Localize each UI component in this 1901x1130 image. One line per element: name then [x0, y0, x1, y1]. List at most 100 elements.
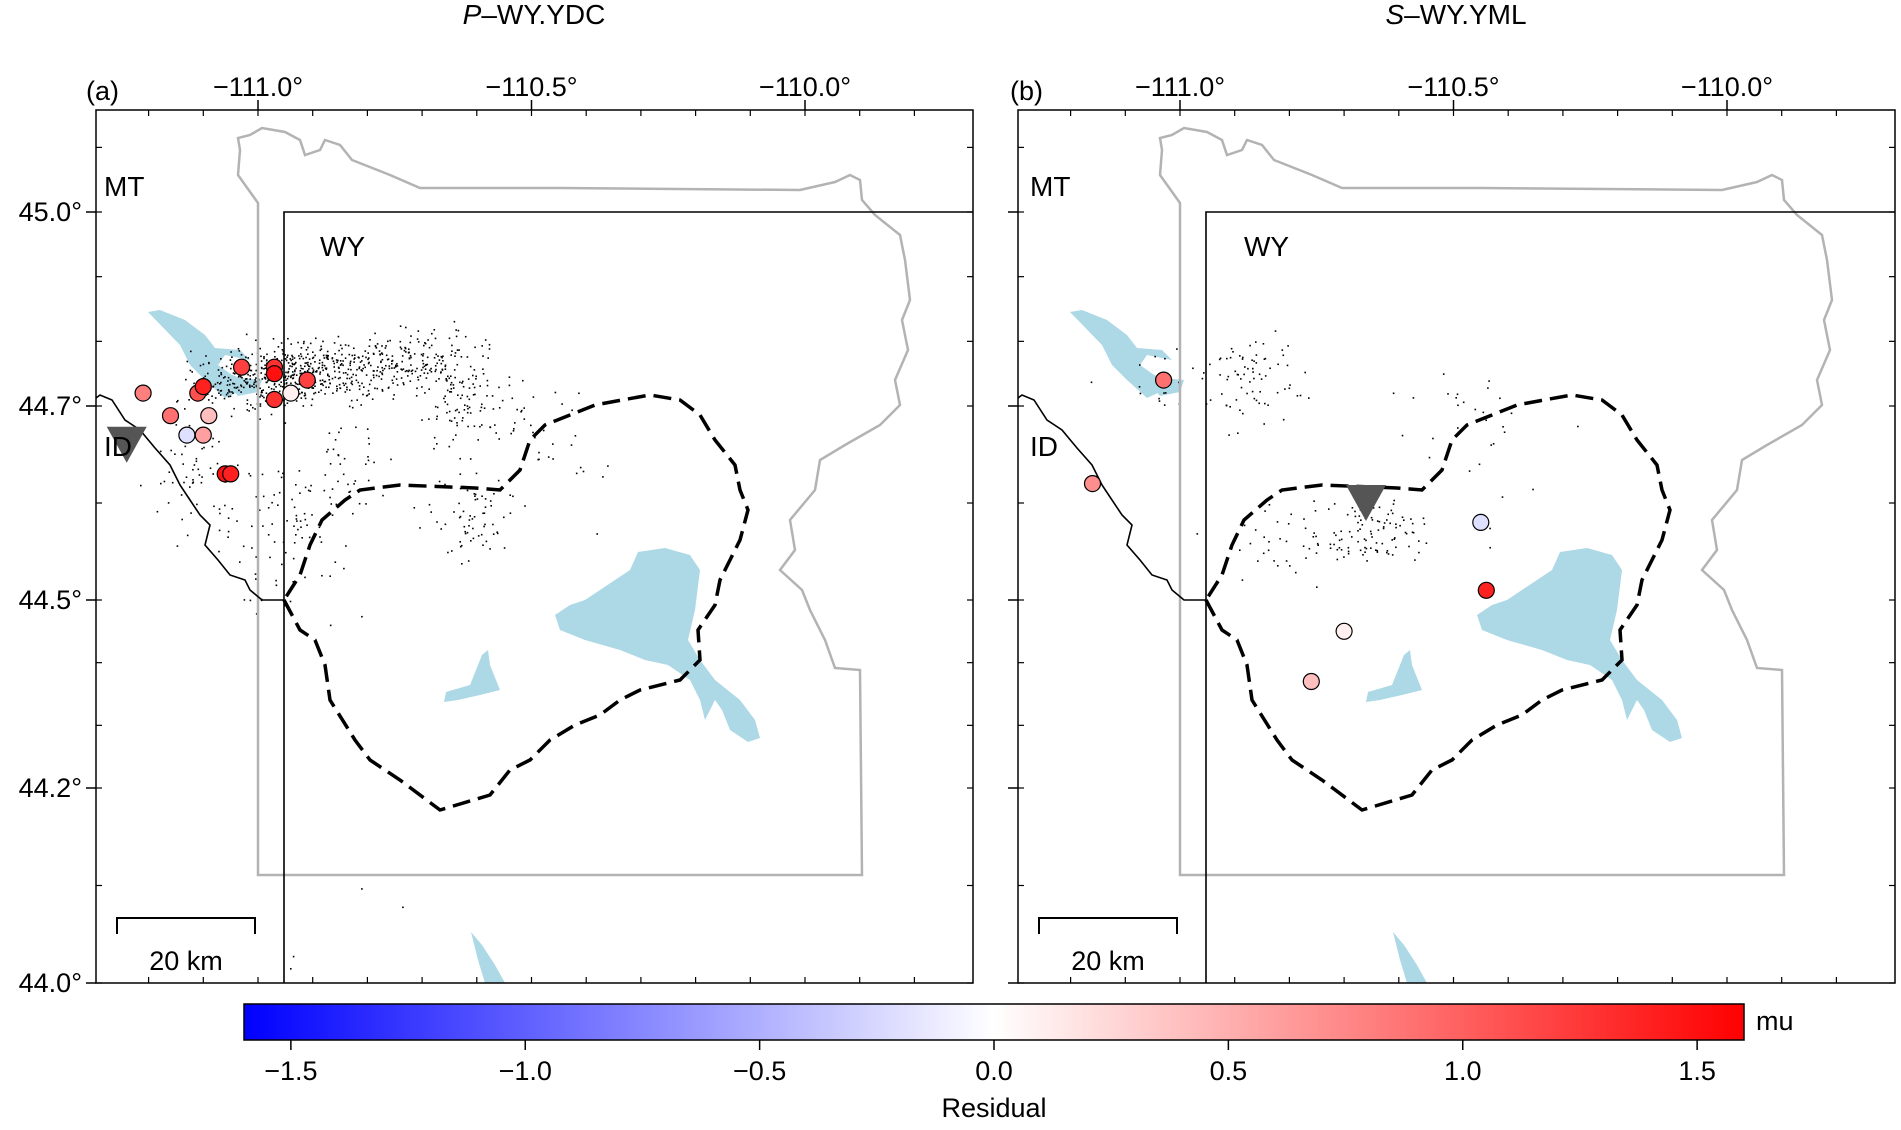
- seismic-dot: [195, 457, 198, 460]
- seismic-dot: [305, 349, 308, 351]
- seismic-dot: [482, 355, 484, 357]
- state-label-wy: WY: [320, 231, 365, 262]
- seismic-dot: [247, 373, 249, 376]
- seismic-dot: [227, 389, 230, 391]
- seismic-dot: [437, 355, 439, 357]
- seismic-dot: [220, 358, 222, 360]
- seismic-dot: [385, 364, 387, 367]
- seismic-dot: [295, 514, 298, 517]
- seismic-dot: [326, 451, 328, 453]
- seismic-dot: [293, 506, 296, 509]
- seismic-dot: [420, 369, 423, 371]
- seismic-dot: [220, 389, 223, 392]
- lon-tick-label: −110.5°: [1407, 72, 1499, 102]
- seismic-dot: [1347, 546, 1350, 549]
- seismic-dot: [523, 418, 526, 420]
- seismic-dot: [378, 375, 380, 378]
- seismic-dot: [245, 383, 248, 385]
- seismic-dot: [512, 495, 514, 498]
- seismic-dot: [456, 408, 458, 411]
- seismic-dot: [1241, 358, 1244, 360]
- seismic-dot: [319, 373, 321, 375]
- seismic-dot: [336, 361, 338, 364]
- seismic-dot: [399, 340, 402, 343]
- seismic-dot: [254, 379, 256, 381]
- lat-tick-label: 44.0°: [19, 968, 82, 998]
- seismic-dot: [534, 436, 536, 439]
- seismic-dot: [310, 362, 312, 365]
- seismic-dot: [1393, 499, 1395, 502]
- seismic-dot: [181, 453, 183, 456]
- seismic-dot: [1503, 431, 1506, 433]
- seismic-dot: [189, 486, 191, 488]
- seismic-dot: [364, 366, 366, 369]
- seismic-dot: [468, 519, 471, 521]
- seismic-dot: [168, 471, 171, 473]
- seismic-dot: [255, 496, 258, 498]
- seismic-dot: [488, 343, 491, 346]
- seismic-dot: [1282, 354, 1285, 357]
- seismic-dot: [410, 364, 412, 366]
- seismic-dot: [249, 599, 252, 602]
- colorbar-tick-label: 0.5: [1210, 1056, 1248, 1086]
- seismic-dot: [552, 443, 554, 445]
- seismic-dot: [1405, 532, 1408, 535]
- seismic-dot: [367, 358, 369, 361]
- seismic-dot: [1499, 397, 1501, 400]
- seismic-dot: [260, 360, 263, 362]
- seismic-dot: [434, 337, 437, 340]
- seismic-dot: [209, 467, 212, 469]
- seismic-dot: [338, 349, 340, 352]
- seismic-dot: [355, 374, 357, 377]
- seismic-dot: [1221, 393, 1223, 395]
- seismic-dot: [260, 355, 262, 358]
- seismic-dot: [355, 426, 357, 429]
- seismic-dot: [304, 392, 306, 395]
- seismic-dot: [427, 339, 429, 341]
- seismic-dot: [350, 368, 352, 371]
- seismic-dot: [329, 575, 331, 577]
- seismic-dot: [395, 364, 397, 367]
- seismic-dot: [306, 369, 309, 372]
- seismic-dot: [444, 483, 446, 486]
- seismic-dot: [1393, 538, 1396, 540]
- seismic-dot: [273, 541, 276, 543]
- seismic-dot: [334, 353, 336, 355]
- seismic-dot: [1412, 397, 1415, 399]
- seismic-dot: [300, 397, 303, 399]
- seismic-dot: [351, 354, 354, 357]
- seismic-dot: [460, 544, 463, 547]
- seismic-dot: [275, 386, 277, 388]
- seismic-dot: [337, 480, 339, 483]
- seismic-dot: [348, 353, 351, 356]
- seismic-dot: [408, 351, 410, 354]
- seismic-dot: [420, 353, 423, 356]
- seismic-dot: [249, 375, 251, 377]
- lat-tick-label: 44.2°: [19, 773, 82, 803]
- seismic-dot: [190, 512, 192, 514]
- seismic-dot: [231, 363, 233, 366]
- seismic-dot: [1286, 364, 1289, 367]
- seismic-dot: [318, 366, 320, 369]
- seismic-dot: [298, 383, 301, 385]
- seismic-dot: [403, 383, 405, 386]
- seismic-dot: [561, 403, 563, 405]
- seismic-dot: [331, 357, 334, 360]
- seismic-dot: [406, 369, 408, 372]
- seismic-dot: [326, 356, 329, 358]
- seismic-dot: [354, 357, 356, 359]
- seismic-dot: [383, 367, 386, 370]
- seismic-dot: [328, 375, 330, 378]
- seismic-dot: [435, 353, 437, 356]
- seismic-dot: [322, 384, 324, 387]
- seismic-dot: [479, 425, 481, 428]
- seismic-dot: [472, 527, 474, 530]
- seismic-dot: [477, 439, 479, 441]
- seismic-dot: [416, 338, 419, 340]
- seismic-dot: [1428, 456, 1431, 459]
- seismic-dot: [467, 378, 470, 380]
- seismic-dot: [176, 401, 178, 403]
- seismic-dot: [280, 476, 283, 479]
- seismic-dot: [378, 350, 381, 352]
- seismic-dot: [284, 375, 287, 377]
